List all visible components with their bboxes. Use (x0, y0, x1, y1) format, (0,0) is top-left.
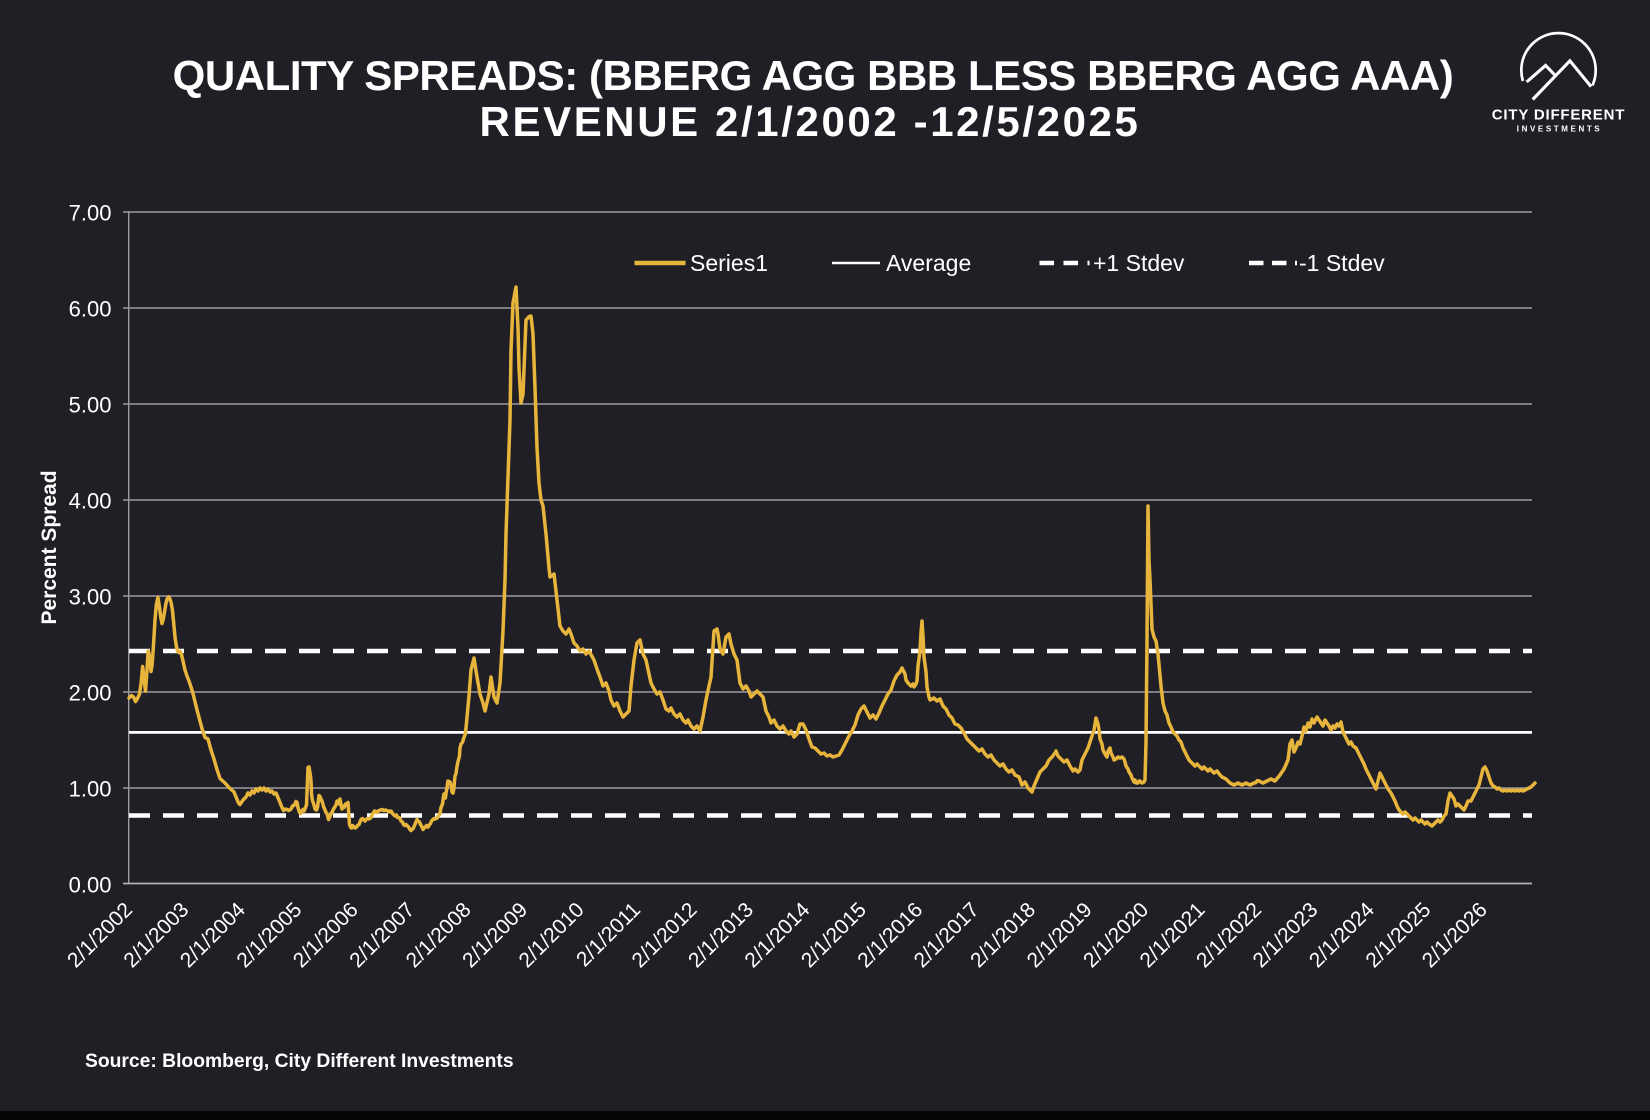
svg-text:REVENUE 2/1/2002 -12/5/2025: REVENUE 2/1/2002 -12/5/2025 (480, 98, 1141, 145)
svg-text:0.00: 0.00 (69, 873, 112, 898)
svg-text:5.00: 5.00 (69, 393, 112, 418)
svg-text:4.00: 4.00 (69, 489, 112, 514)
svg-text:QUALITY SPREADS: (BBERG AGG BB: QUALITY SPREADS: (BBERG AGG BBB LESS BBE… (173, 52, 1454, 99)
svg-text:Source: Bloomberg, City Differ: Source: Bloomberg, City Different Invest… (85, 1051, 514, 1072)
svg-text:INVESTMENTS: INVESTMENTS (1517, 125, 1603, 134)
svg-text:6.00: 6.00 (69, 297, 112, 322)
svg-text:1.00: 1.00 (69, 777, 112, 802)
svg-text:+1 Stdev: +1 Stdev (1093, 250, 1185, 276)
svg-text:Series1: Series1 (690, 250, 768, 276)
svg-text:3.00: 3.00 (69, 585, 112, 610)
svg-text:Percent Spread: Percent Spread (38, 470, 61, 624)
svg-text:CITY DIFFERENT: CITY DIFFERENT (1492, 107, 1625, 124)
svg-text:-1 Stdev: -1 Stdev (1299, 250, 1385, 276)
svg-text:Average: Average (886, 250, 971, 276)
svg-text:7.00: 7.00 (69, 201, 112, 226)
svg-text:2.00: 2.00 (69, 681, 112, 706)
